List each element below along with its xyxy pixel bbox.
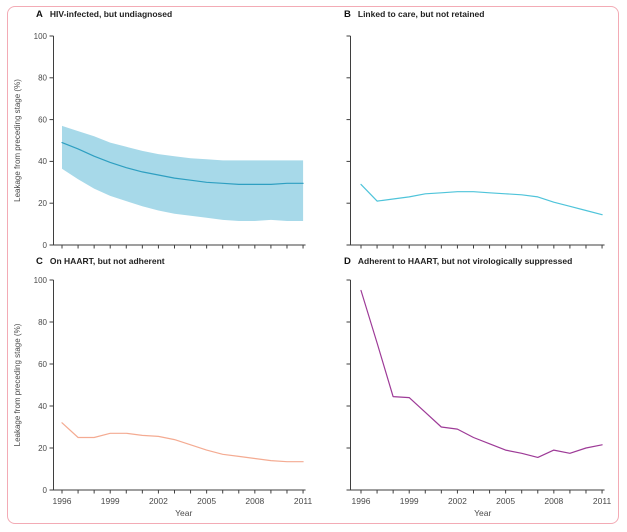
x-tick-label: 2011 xyxy=(294,496,313,506)
y-tick-label: 100 xyxy=(34,32,48,41)
y-tick-label: 20 xyxy=(38,199,47,208)
panel-b-chart xyxy=(346,35,605,249)
panel-d-title: D Adherent to HAART, but not virological… xyxy=(344,256,572,267)
axes xyxy=(350,280,605,491)
x-axis-label: Year xyxy=(175,508,192,518)
x-tick-label: 2008 xyxy=(245,496,264,506)
panel-c-chart: 0 20 40 60 80 100 1996 1999 2002 2005 2008 2011 Leak… xyxy=(13,276,313,518)
y-tick-label: 40 xyxy=(38,157,47,166)
axes xyxy=(350,36,605,246)
panel-b-title: B Linked to care, but not retained xyxy=(344,9,484,20)
x-tick-label: 2005 xyxy=(197,496,216,506)
panel-c-letter: C xyxy=(36,256,43,267)
panel-c-title-text: On HAART, but not adherent xyxy=(49,256,165,266)
panel-a-letter: A xyxy=(36,9,43,20)
data-line xyxy=(360,289,603,458)
y-tick-label: 0 xyxy=(43,241,48,250)
panel-b-letter: B xyxy=(344,9,351,20)
axes xyxy=(53,280,306,491)
x-tick-label: 2005 xyxy=(496,496,515,506)
x-tick-label: 2002 xyxy=(149,496,168,506)
y-tick-label: 60 xyxy=(38,115,47,124)
y-axis-label: Leakage from preceding stage (%) xyxy=(13,79,22,202)
panel-d-chart: 1996 1999 2002 2005 2008 2011 Year xyxy=(346,279,612,518)
y-axis-label: Leakage from preceding stage (%) xyxy=(13,323,22,446)
panel-a-title: A HIV-infected, but undiagnosed xyxy=(36,9,172,20)
y-tick-label: 60 xyxy=(38,360,47,369)
x-tick-label: 1999 xyxy=(101,496,120,506)
x-tick-label: 2008 xyxy=(544,496,563,506)
y-tick-label: 20 xyxy=(38,444,47,453)
panel-a-title-text: HIV-infected, but undiagnosed xyxy=(49,9,173,19)
x-tick-label: 1996 xyxy=(352,496,371,506)
confidence-band xyxy=(62,125,304,221)
panel-d-title-text: Adherent to HAART, but not virologically… xyxy=(357,256,573,266)
data-line xyxy=(61,142,304,185)
y-tick-label: 80 xyxy=(38,318,47,327)
panel-b-title-text: Linked to care, but not retained xyxy=(357,9,485,19)
y-tick-label: 40 xyxy=(38,402,47,411)
x-tick-label: 2011 xyxy=(593,496,612,506)
y-tick-label: 0 xyxy=(43,486,48,495)
data-line xyxy=(360,183,603,216)
panel-a-chart: 0 20 40 60 80 100 Leakage from preceding stage… xyxy=(13,32,306,250)
panel-c-title: C On HAART, but not adherent xyxy=(36,256,165,267)
x-tick-label: 1999 xyxy=(400,496,419,506)
data-line xyxy=(61,422,304,463)
y-tick-label: 100 xyxy=(34,276,48,285)
x-axis-label: Year xyxy=(474,508,491,518)
panel-d-letter: D xyxy=(344,256,351,267)
y-tick-label: 80 xyxy=(38,74,47,83)
x-tick-label: 2002 xyxy=(448,496,467,506)
x-tick-label: 1996 xyxy=(53,496,72,506)
